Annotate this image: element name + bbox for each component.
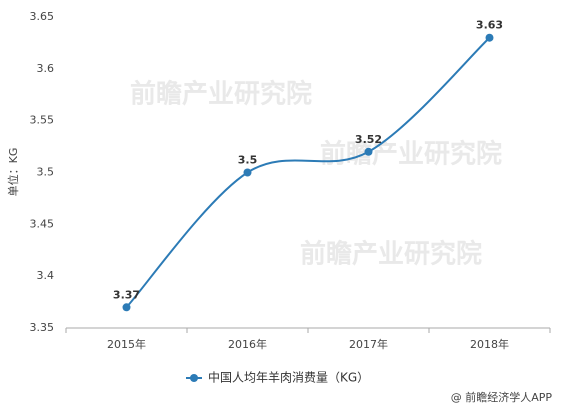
line [125, 37, 491, 308]
y-tick-label: 3.45 [30, 217, 55, 230]
value-label: 3.63 [476, 19, 503, 32]
value-label: 3.5 [238, 154, 258, 167]
y-tick-label: 3.55 [30, 114, 55, 127]
legend-marker [190, 374, 198, 382]
value-label: 3.52 [355, 133, 382, 146]
x-tick-label: 2016年 [228, 337, 267, 351]
y-tick-label: 3.35 [30, 321, 55, 334]
y-tick-label: 3.5 [37, 166, 55, 179]
legend-label: 中国人均年羊肉消费量（KG） [208, 370, 369, 385]
point [485, 33, 494, 42]
watermark: 前瞻产业研究院 [300, 239, 482, 270]
point [364, 147, 373, 156]
y-tick-label: 3.6 [37, 62, 55, 75]
x-tick-label: 2018年 [470, 337, 509, 351]
y-tick-label: 3.65 [30, 10, 55, 23]
watermark: 前瞻产业研究院 [130, 79, 312, 110]
watermark: 前瞻产业研究院 [320, 139, 502, 170]
x-tick-label: 2017年 [349, 337, 388, 351]
footer: @ 前瞻经济学人APP [451, 390, 553, 404]
y-tick-label: 3.4 [37, 269, 55, 282]
value-label: 3.37 [113, 288, 140, 301]
y-axis-label: 单位：KG [6, 148, 20, 197]
point [243, 168, 252, 177]
x-tick-label: 2015年 [107, 337, 146, 351]
point [122, 303, 131, 312]
